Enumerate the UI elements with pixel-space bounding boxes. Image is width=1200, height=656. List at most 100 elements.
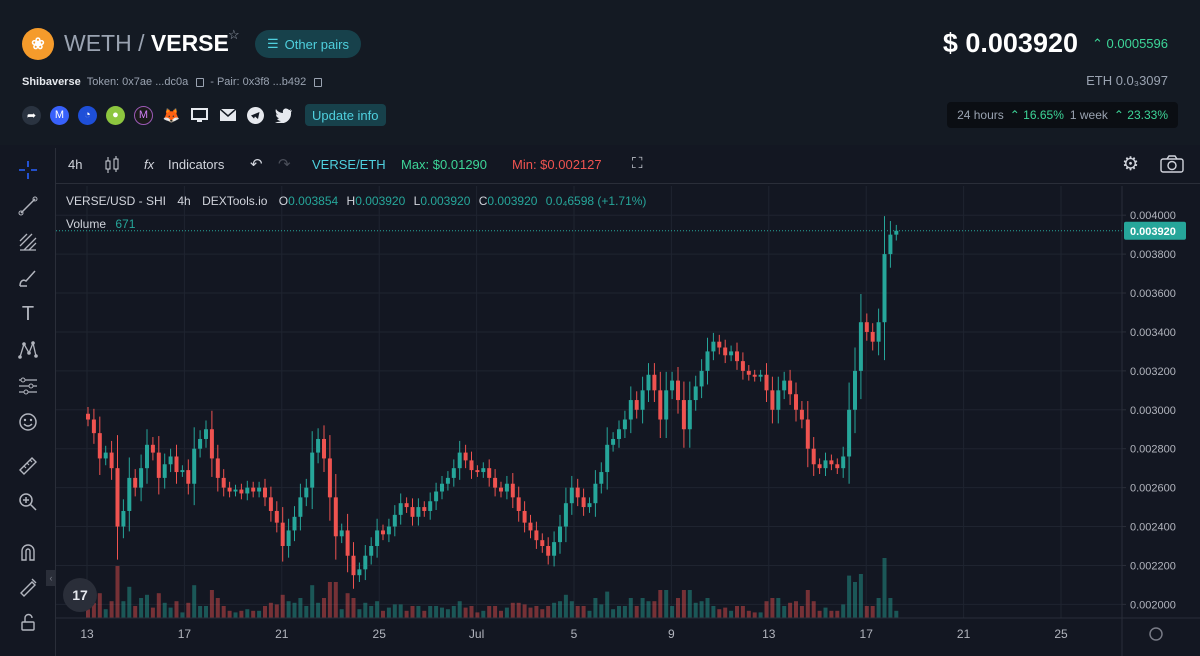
volume-bar (493, 606, 498, 618)
axis-settings-icon (1149, 627, 1163, 641)
candle-body (127, 477, 132, 511)
metamask-icon[interactable]: 🦊 (162, 106, 181, 123)
email-icon[interactable] (218, 106, 237, 125)
emoji-icon[interactable] (16, 410, 40, 434)
other-pairs-button[interactable]: ☰ Other pairs (255, 30, 361, 58)
lock-drawings-icon[interactable] (16, 574, 40, 598)
copy-pair-icon[interactable] (314, 77, 323, 87)
volume-bar (333, 582, 338, 618)
token-address: Token: 0x7ae ...dc0a (86, 76, 189, 88)
candle-body (304, 487, 309, 498)
volume-bar (86, 609, 90, 618)
volume-bar (835, 610, 840, 618)
y-tick-label: 0.004000 (1130, 210, 1176, 222)
candle-body (121, 510, 126, 527)
redo-icon[interactable]: ↷ (278, 156, 291, 173)
website-icon[interactable] (190, 106, 209, 125)
x-tick-label: 25 (1054, 627, 1068, 641)
update-info-button[interactable]: Update info (305, 104, 386, 126)
coingecko-icon[interactable]: ◔ (78, 105, 97, 125)
volume-bar (97, 593, 102, 618)
fib-icon[interactable] (16, 230, 40, 254)
candle-type-icon[interactable] (104, 156, 120, 177)
unlock-icon[interactable] (16, 610, 40, 634)
candle-body (457, 452, 462, 469)
volume-bar (658, 590, 663, 618)
current-price: $ 0.003920 (942, 28, 1078, 58)
y-tick-label: 0.002000 (1130, 599, 1176, 611)
coinmarketcap-icon[interactable]: M (50, 105, 69, 125)
volume-bar (776, 598, 781, 618)
ruler-icon[interactable] (16, 454, 40, 478)
candle-body (410, 507, 415, 517)
volume-bar (398, 604, 403, 618)
pair-title: WETH / VERSE (64, 30, 229, 57)
collapse-pane-icon[interactable]: ‹ (46, 570, 56, 586)
candle-body (139, 468, 144, 488)
forecast-icon[interactable] (16, 374, 40, 398)
volume-bar (381, 610, 385, 618)
volume-bar (605, 591, 610, 618)
trendline-icon[interactable] (16, 194, 40, 218)
candle-body (440, 483, 444, 492)
volume-bar (145, 594, 149, 618)
social-links: ➦ M ◔ ● M 🦊 Update info (22, 104, 386, 126)
candle-body (593, 483, 598, 504)
candle-body (587, 503, 592, 508)
volume-value: 671 (115, 217, 136, 231)
volume-bar (445, 609, 450, 618)
candle-body (729, 351, 734, 356)
volume-bar (174, 601, 179, 618)
crosshair-icon[interactable] (16, 158, 40, 182)
candle-body (605, 444, 610, 473)
candle-body (622, 419, 627, 430)
telegram-icon[interactable] (246, 106, 265, 125)
fullscreen-icon[interactable]: ⛶ (632, 155, 643, 172)
twitter-icon[interactable] (274, 106, 293, 125)
candle-body (799, 409, 804, 420)
perf-1w-value: ⌃ 23.33% (1113, 108, 1168, 122)
favorite-star-icon[interactable]: ☆ (228, 27, 240, 42)
volume-bar (204, 606, 208, 618)
volume-bar (363, 602, 368, 618)
indicators-button[interactable]: Indicators (168, 157, 225, 172)
volume-bar (587, 610, 592, 618)
dextools-icon[interactable]: ● (106, 105, 125, 125)
candle-body (221, 477, 226, 488)
price-chart[interactable]: 0.004000 0.003800 0.003600 0.003400 0.003200… (56, 186, 1200, 656)
candle-body (369, 546, 374, 556)
symbol-switch[interactable]: VERSE/ETH (312, 157, 386, 172)
copy-token-icon[interactable] (196, 77, 205, 87)
volume-bar (552, 602, 557, 618)
undo-icon[interactable]: ↶ (250, 156, 263, 173)
share-icon[interactable]: ➦ (22, 105, 41, 125)
pattern-icon[interactable] (16, 338, 40, 362)
volume-bar (209, 590, 214, 618)
brush-icon[interactable] (16, 266, 40, 290)
pair-header: ❀ WETH / VERSE ☆ ☰ Other pairs Shibavers… (0, 0, 1200, 145)
magnet-icon[interactable] (16, 540, 40, 564)
camera-icon[interactable] (1160, 155, 1184, 176)
text-icon[interactable]: T (21, 302, 35, 325)
zoom-icon[interactable] (16, 490, 40, 514)
settings-icon[interactable]: ⚙ (1122, 154, 1140, 175)
candle-body (392, 514, 397, 527)
volume-bar (127, 586, 132, 618)
tradingview-logo[interactable]: 17 (63, 578, 97, 612)
last-price-label: 0.003920 (1130, 226, 1176, 238)
x-tick-label: 25 (373, 627, 387, 641)
nomics-icon[interactable]: M (134, 105, 153, 125)
volume-bar (416, 606, 421, 618)
candle-body (180, 470, 185, 473)
volume-bar (91, 602, 96, 618)
interval-button[interactable]: 4h (68, 157, 83, 172)
volume-bar (729, 610, 734, 618)
candle-body (540, 540, 545, 546)
candle-body (327, 458, 332, 498)
indicators-icon[interactable]: fx (144, 157, 155, 172)
volume-legend: Volume 671 (66, 217, 135, 231)
volume-bar (599, 604, 604, 618)
candle-body (634, 400, 639, 410)
candle-body (345, 530, 350, 556)
candle-body (404, 503, 409, 508)
